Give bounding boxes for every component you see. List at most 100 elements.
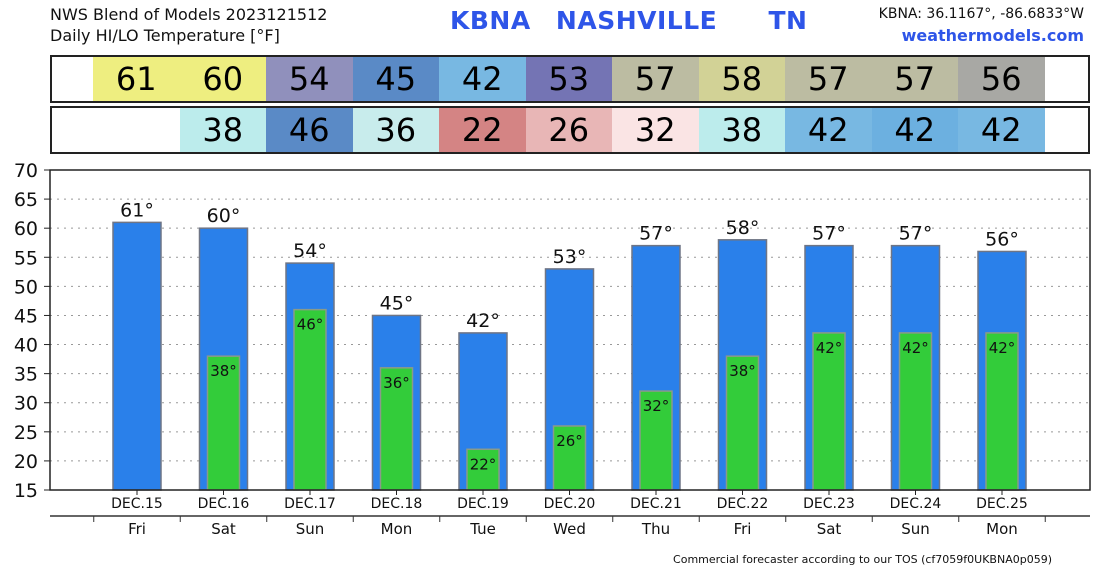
site-link[interactable]: weathermodels.com: [901, 26, 1084, 45]
lo-temp-cell: 42: [785, 108, 872, 152]
x-tick-label: DEC.25: [976, 496, 1028, 512]
hi-temp-cell: 56: [958, 57, 1045, 101]
x-tick-label: DEC.17: [284, 496, 336, 512]
lo-bar: [206, 355, 241, 491]
lo-temperature-strip: 38 46 36 22 26 32 38 42 42 42: [50, 106, 1090, 154]
y-tick-label: 55: [14, 247, 38, 269]
x-tick-label: DEC.22: [717, 496, 769, 512]
title-line-2: Daily HI/LO Temperature [°F]: [50, 26, 280, 45]
lo-bar: [293, 308, 327, 491]
x-tick-label: DEC.16: [198, 496, 250, 512]
station-heading: KBNA NASHVILLE TN: [450, 6, 807, 35]
lo-bar: [466, 448, 500, 491]
lo-bar: [552, 425, 587, 491]
lo-temp-cell: 46: [266, 108, 353, 152]
lo-bar: [985, 332, 1019, 491]
hi-value-label: 57°: [899, 223, 933, 245]
lo-temp-cell: [93, 108, 180, 152]
y-tick-label: 60: [14, 218, 38, 240]
x-tick-label: DEC.24: [890, 496, 942, 512]
station-name: NASHVILLE: [555, 6, 718, 35]
lo-value-label: 42°: [816, 339, 843, 357]
lo-value-label: 26°: [556, 432, 583, 450]
lo-value-label: 46°: [297, 316, 324, 334]
x-day-label: Mon: [381, 520, 413, 538]
y-tick-label: 30: [14, 393, 38, 415]
hi-value-label: 56°: [985, 228, 1019, 250]
x-day-label: Thu: [641, 520, 670, 538]
lo-value-label: 42°: [989, 339, 1016, 357]
hi-temp-cell: 53: [525, 57, 612, 101]
hi-temp-cell: 57: [785, 57, 872, 101]
chart-title: NWS Blend of Models 2023121512 Daily HI/…: [50, 4, 327, 46]
y-tick-label: 40: [14, 335, 38, 357]
x-day-label: Sat: [817, 520, 842, 538]
lo-temp-cell: 42: [958, 108, 1045, 152]
lo-value-label: 22°: [470, 455, 497, 473]
hi-value-label: 45°: [380, 292, 414, 314]
x-day-label: Fri: [734, 520, 752, 538]
y-tick-label: 70: [14, 160, 38, 182]
lo-value-label: 36°: [383, 374, 410, 392]
x-day-label: Sat: [211, 520, 236, 538]
lo-value-label: 38°: [729, 362, 756, 380]
x-tick-label: DEC.21: [630, 496, 682, 512]
lo-value-label: 38°: [210, 362, 237, 380]
hi-temp-cell: 42: [439, 57, 526, 101]
hi-value-label: 54°: [293, 240, 327, 262]
x-tick-label: DEC.19: [457, 496, 509, 512]
hi-value-label: 60°: [207, 205, 241, 227]
x-day-label: Sun: [296, 520, 325, 538]
lo-bar: [725, 355, 760, 491]
lo-value-label: 32°: [643, 397, 670, 415]
hi-value-label: 57°: [639, 223, 673, 245]
hi-temp-cell: 57: [871, 57, 958, 101]
station-id: KBNA: [450, 6, 531, 35]
hi-value-label: 58°: [726, 217, 760, 239]
x-day-label: Mon: [986, 520, 1018, 538]
hi-temp-cell: 61: [93, 57, 180, 101]
hi-temp-cell: 45: [352, 57, 439, 101]
hi-value-label: 42°: [466, 310, 500, 332]
lo-bar: [898, 332, 933, 491]
station-info: KBNA: 36.1167°, -86.6833°W weathermodels…: [879, 4, 1084, 46]
station-state: TN: [768, 6, 808, 35]
hi-temp-cell: 54: [266, 57, 353, 101]
hi-value-label: 53°: [553, 246, 587, 268]
lo-temp-cell: 32: [612, 108, 699, 152]
y-tick-label: 45: [14, 305, 38, 327]
x-tick-label: DEC.15: [111, 496, 163, 512]
x-tick-label: DEC.18: [371, 496, 423, 512]
x-tick-label: DEC.20: [544, 496, 596, 512]
x-tick-label: DEC.23: [803, 496, 855, 512]
y-tick-label: 65: [14, 189, 38, 211]
y-tick-label: 15: [14, 480, 38, 502]
hi-value-label: 57°: [812, 223, 846, 245]
lo-value-label: 42°: [902, 339, 929, 357]
hi-temperature-strip: 61 60 54 45 42 53 57 58 57 57 56: [50, 55, 1090, 103]
y-tick-label: 20: [14, 451, 38, 473]
x-day-label: Fri: [128, 520, 146, 538]
x-day-label: Tue: [469, 520, 496, 538]
hi-value-label: 61°: [120, 199, 154, 221]
lo-temp-cell: 42: [871, 108, 958, 152]
y-tick-label: 50: [14, 276, 38, 298]
hi-temp-cell: 58: [698, 57, 785, 101]
hi-bar: [112, 221, 162, 491]
station-coords: KBNA: 36.1167°, -86.6833°W: [878, 6, 1084, 22]
hi-temp-cell: 60: [179, 57, 266, 101]
x-day-label: Sun: [901, 520, 930, 538]
hi-temp-cell: 57: [612, 57, 699, 101]
title-line-1: NWS Blend of Models 2023121512: [50, 5, 328, 24]
lo-temp-cell: 36: [352, 108, 439, 152]
lo-temp-cell: 26: [525, 108, 612, 152]
lo-temp-cell: 38: [179, 108, 266, 152]
y-tick-label: 25: [14, 422, 38, 444]
lo-temp-cell: 38: [698, 108, 785, 152]
lo-bar: [639, 390, 673, 491]
lo-temp-cell: 22: [439, 108, 526, 152]
x-day-label: Wed: [553, 520, 586, 538]
footer-note: Commercial forecaster according to our T…: [673, 553, 1052, 566]
y-tick-label: 35: [14, 364, 38, 386]
